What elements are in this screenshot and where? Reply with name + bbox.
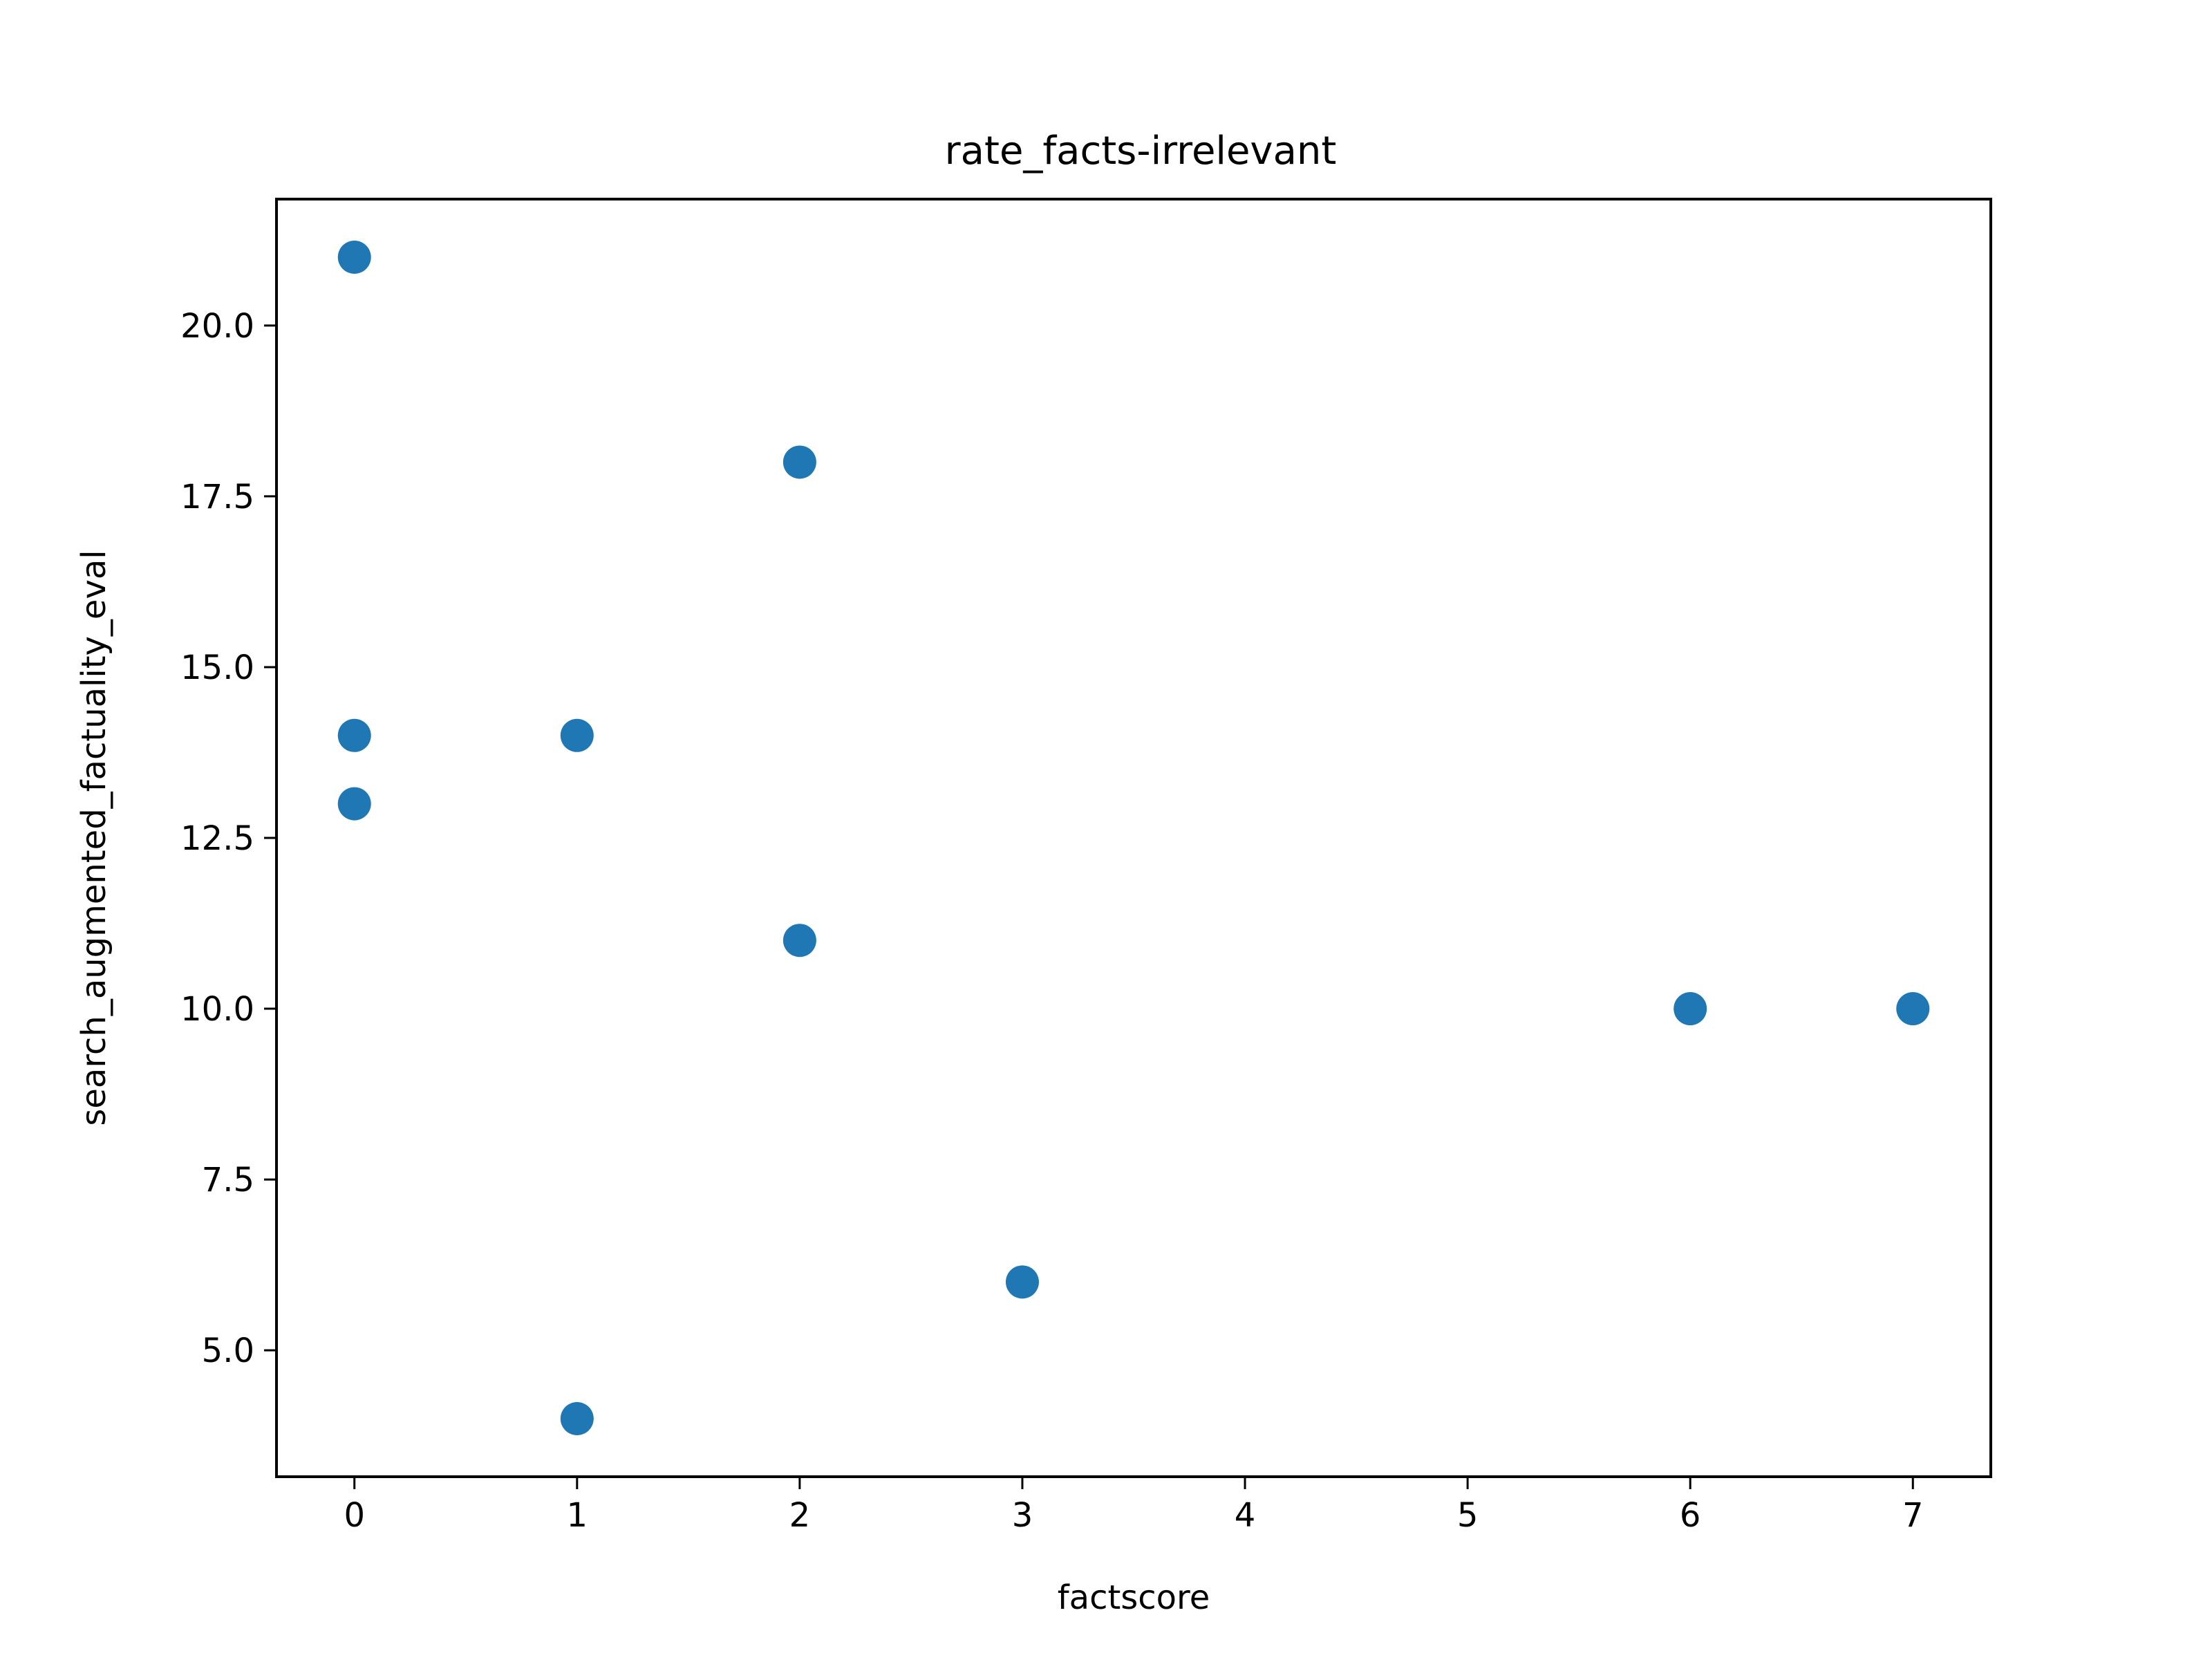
scatter-point — [560, 718, 594, 752]
scatter-point — [560, 1402, 594, 1435]
x-tick-label: 2 — [789, 1496, 811, 1535]
y-tick-label: 12.5 — [180, 819, 254, 858]
scatter-point — [337, 718, 371, 752]
plot-area-frame — [275, 198, 1992, 1478]
scatter-point — [1005, 1265, 1039, 1299]
y-tick-label: 10.0 — [180, 990, 254, 1029]
x-tick-label: 1 — [567, 1496, 588, 1535]
scatter-point — [1896, 992, 1930, 1026]
data-points — [337, 241, 1930, 1435]
scatter-point — [337, 787, 371, 821]
y-tick-label: 15.0 — [180, 648, 254, 687]
x-tick-label: 4 — [1235, 1496, 1256, 1535]
scatter-point — [782, 924, 816, 958]
y-tick-label: 17.5 — [180, 478, 254, 516]
scatter-point — [337, 241, 371, 274]
scatter-point — [782, 445, 816, 479]
y-tick-label: 20.0 — [180, 307, 254, 346]
x-tick-label: 0 — [344, 1496, 365, 1535]
x-axis-label: factscore — [1058, 1578, 1210, 1617]
x-tick-label: 6 — [1680, 1496, 1701, 1535]
y-axis-label: search_augmented_factuality_eval — [75, 550, 113, 1126]
y-tick-label: 7.5 — [202, 1161, 254, 1199]
x-tick-label: 3 — [1012, 1496, 1033, 1535]
x-tick-label: 7 — [1902, 1496, 1924, 1535]
x-tick-label: 5 — [1457, 1496, 1479, 1535]
scatter-point — [1674, 992, 1707, 1026]
y-tick-label: 5.0 — [202, 1332, 254, 1370]
tick-layer: 0 1 2 3 4 5 6 7 5.0 7.5 10.0 12.5 15.0 17.5 20.0 — [180, 307, 1923, 1535]
chart-title: rate_facts-irrelevant — [945, 129, 1337, 174]
